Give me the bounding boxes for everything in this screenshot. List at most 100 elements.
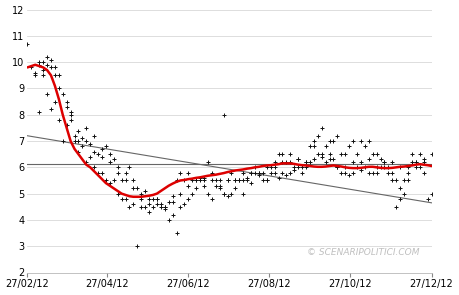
Point <box>44 63 51 67</box>
Point <box>338 170 345 175</box>
Point <box>134 244 141 249</box>
Point <box>361 144 369 149</box>
Point <box>149 196 157 201</box>
Point <box>169 199 176 204</box>
Point <box>247 181 255 186</box>
Point <box>75 128 82 133</box>
Point <box>130 178 137 183</box>
Point <box>283 160 290 164</box>
Point <box>267 165 274 170</box>
Point <box>322 144 329 149</box>
Point <box>302 165 310 170</box>
Point <box>412 165 420 170</box>
Point <box>400 191 408 196</box>
Point <box>102 178 110 183</box>
Point <box>259 170 267 175</box>
Point <box>306 144 313 149</box>
Point <box>389 160 396 164</box>
Point <box>247 170 255 175</box>
Point <box>365 157 372 162</box>
Point <box>310 144 318 149</box>
Point <box>334 133 341 138</box>
Point <box>330 139 337 143</box>
Point <box>212 178 219 183</box>
Point <box>295 157 302 162</box>
Point <box>404 178 412 183</box>
Point <box>181 178 188 183</box>
Point <box>208 178 216 183</box>
Point <box>322 160 329 164</box>
Point <box>161 204 168 209</box>
Point <box>416 152 424 157</box>
Point <box>385 170 392 175</box>
Point <box>47 107 55 112</box>
Point <box>416 165 424 170</box>
Text: © SCENARIPOLITICI.COM: © SCENARIPOLITICI.COM <box>307 248 420 257</box>
Point <box>130 202 137 206</box>
Point <box>224 178 231 183</box>
Point <box>83 139 90 143</box>
Point <box>63 123 70 128</box>
Point <box>138 204 145 209</box>
Point <box>326 139 333 143</box>
Point <box>298 170 306 175</box>
Point <box>275 152 282 157</box>
Point <box>67 110 74 114</box>
Point <box>235 178 243 183</box>
Point <box>428 191 435 196</box>
Point <box>275 176 282 180</box>
Point <box>228 170 235 175</box>
Point <box>291 165 298 170</box>
Point <box>87 141 94 146</box>
Point <box>357 160 364 164</box>
Point <box>263 178 270 183</box>
Point <box>63 99 70 104</box>
Point <box>177 191 184 196</box>
Point <box>279 152 286 157</box>
Point <box>302 160 310 164</box>
Point <box>90 165 98 170</box>
Point <box>341 170 349 175</box>
Point <box>44 91 51 96</box>
Point <box>298 165 306 170</box>
Point <box>220 191 227 196</box>
Point <box>252 170 259 175</box>
Point <box>177 170 184 175</box>
Point <box>334 165 341 170</box>
Point <box>428 152 435 157</box>
Point <box>35 60 43 65</box>
Point <box>420 170 427 175</box>
Point <box>118 178 125 183</box>
Point <box>255 170 263 175</box>
Point <box>377 165 384 170</box>
Point <box>314 152 321 157</box>
Point <box>408 152 415 157</box>
Point <box>28 65 35 70</box>
Point <box>318 155 325 159</box>
Point <box>149 204 157 209</box>
Point <box>216 178 224 183</box>
Point <box>283 173 290 178</box>
Point <box>392 178 400 183</box>
Point <box>365 139 372 143</box>
Point <box>189 191 196 196</box>
Point <box>126 204 133 209</box>
Point <box>185 183 192 188</box>
Point <box>381 160 388 164</box>
Point <box>330 157 337 162</box>
Point <box>318 125 325 130</box>
Point <box>90 149 98 154</box>
Point <box>252 165 259 170</box>
Point <box>196 178 204 183</box>
Point <box>146 196 153 201</box>
Point <box>55 118 62 122</box>
Point <box>373 152 381 157</box>
Point <box>161 207 168 212</box>
Point <box>349 160 357 164</box>
Point <box>365 170 372 175</box>
Point <box>279 160 286 164</box>
Point <box>35 110 43 114</box>
Point <box>392 204 400 209</box>
Point <box>318 152 325 157</box>
Point <box>255 170 263 175</box>
